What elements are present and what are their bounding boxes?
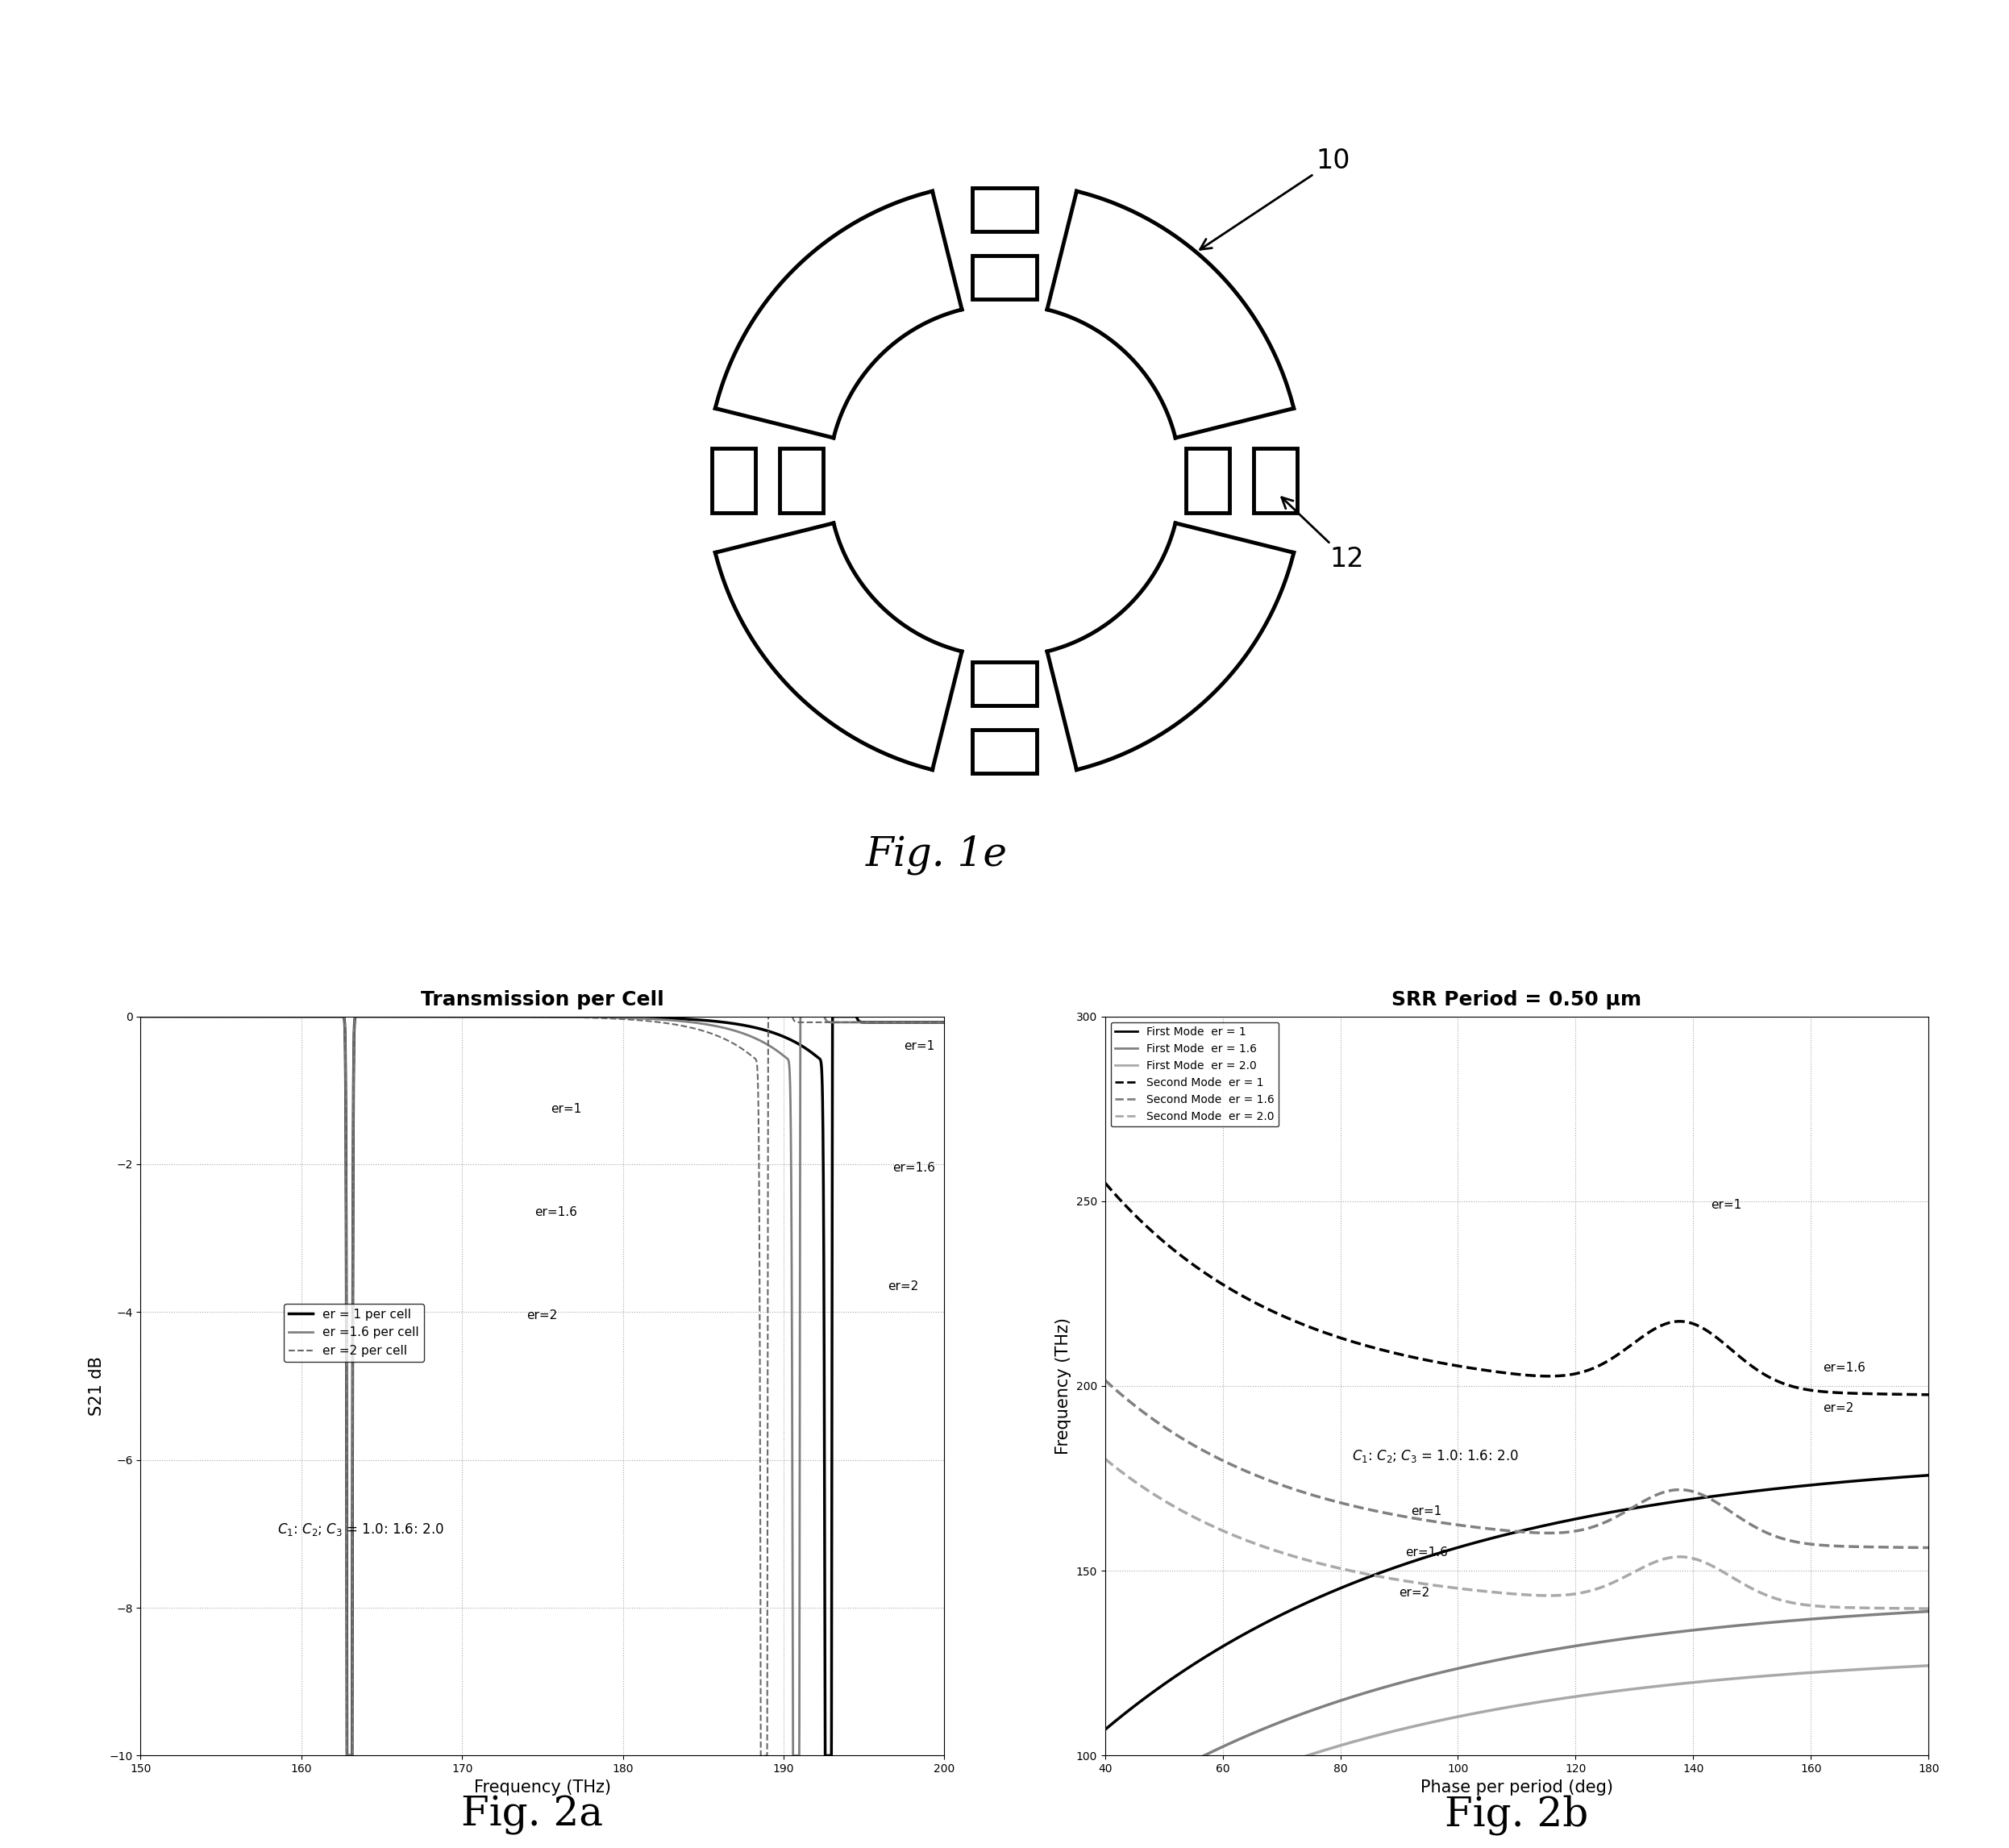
er = 1 per cell (820, 1005, 844, 1027)
Legend: First Mode  er = 1, First Mode  er = 1.6, First Mode  er = 2.0, Second Mode  er : First Mode er = 1, First Mode er = 1.6, … (1111, 1022, 1280, 1127)
er =1.6 per cell (932, 1011, 956, 1033)
Text: er=1.6: er=1.6 (1404, 1547, 1448, 1558)
er = 1 per cell (767, 1024, 792, 1046)
er =2 per cell (420, 1005, 444, 1027)
Text: Fig. 2a: Fig. 2a (462, 1794, 603, 1835)
Line: er =2 per cell: er =2 per cell (141, 1016, 944, 1756)
er =1.6 per cell (788, 1005, 812, 1027)
Text: Fig. 2b: Fig. 2b (1444, 1794, 1589, 1835)
Text: er=2: er=2 (1398, 1587, 1430, 1599)
er =2 per cell (767, 1005, 792, 1027)
er = 1 per cell (336, 1745, 360, 1767)
Y-axis label: Frequency (THz): Frequency (THz) (1055, 1318, 1071, 1454)
er =1.6 per cell (169, 1005, 193, 1027)
Title: SRR Period = 0.50 μm: SRR Period = 0.50 μm (1392, 991, 1641, 1009)
Text: er=1: er=1 (1712, 1199, 1742, 1210)
er = 1 per cell (420, 1005, 444, 1027)
er =2 per cell (169, 1005, 193, 1027)
er = 1 per cell (129, 1005, 153, 1027)
X-axis label: Phase per period (deg): Phase per period (deg) (1420, 1780, 1613, 1794)
Text: er=2: er=2 (526, 1310, 556, 1321)
Text: $C_1$: $C_2$; $C_3$ = 1.0: 1.6: 2.0: $C_1$: $C_2$; $C_3$ = 1.0: 1.6: 2.0 (1352, 1447, 1519, 1464)
Line: er =1.6 per cell: er =1.6 per cell (141, 1016, 944, 1756)
er =2 per cell (605, 1007, 629, 1029)
er = 1 per cell (605, 1005, 629, 1027)
X-axis label: Frequency (THz): Frequency (THz) (474, 1780, 611, 1794)
er = 1 per cell (169, 1005, 193, 1027)
Text: er=1: er=1 (1410, 1506, 1442, 1517)
Line: er = 1 per cell: er = 1 per cell (141, 1016, 944, 1756)
Title: Transmission per Cell: Transmission per Cell (420, 991, 665, 1009)
er = 1 per cell (932, 1011, 956, 1033)
Text: er=1.6: er=1.6 (1822, 1362, 1866, 1373)
Text: er=1: er=1 (550, 1103, 581, 1114)
Y-axis label: S21 dB: S21 dB (88, 1356, 104, 1416)
Text: er=2: er=2 (888, 1281, 918, 1292)
er =1.6 per cell (420, 1005, 444, 1027)
er =1.6 per cell (767, 1042, 792, 1064)
er =2 per cell (336, 1745, 360, 1767)
Text: $C_1$: $C_2$; $C_3$ = 1.0: 1.6: 2.0: $C_1$: $C_2$; $C_3$ = 1.0: 1.6: 2.0 (277, 1521, 444, 1538)
Text: er=1.6: er=1.6 (892, 1162, 936, 1173)
Legend: er = 1 per cell, er =1.6 per cell, er =2 per cell: er = 1 per cell, er =1.6 per cell, er =2… (283, 1303, 424, 1362)
er = 1 per cell (725, 1013, 749, 1035)
er =1.6 per cell (725, 1020, 749, 1042)
er =1.6 per cell (639, 1007, 663, 1029)
er =2 per cell (129, 1005, 153, 1027)
er =1.6 per cell (336, 1745, 360, 1767)
Text: er=2: er=2 (1822, 1403, 1854, 1414)
er =1.6 per cell (605, 1007, 629, 1029)
er = 1 per cell (639, 1007, 663, 1029)
er =2 per cell (755, 1005, 779, 1027)
Text: 10: 10 (1199, 148, 1350, 249)
er =2 per cell (725, 1035, 749, 1057)
Text: er=1.6: er=1.6 (534, 1207, 577, 1218)
er =2 per cell (932, 1011, 956, 1033)
er =1.6 per cell (129, 1005, 153, 1027)
er =2 per cell (639, 1011, 663, 1033)
Text: er=1: er=1 (904, 1040, 934, 1052)
Text: 12: 12 (1282, 497, 1364, 573)
Text: Fig. 1e: Fig. 1e (866, 835, 1009, 874)
